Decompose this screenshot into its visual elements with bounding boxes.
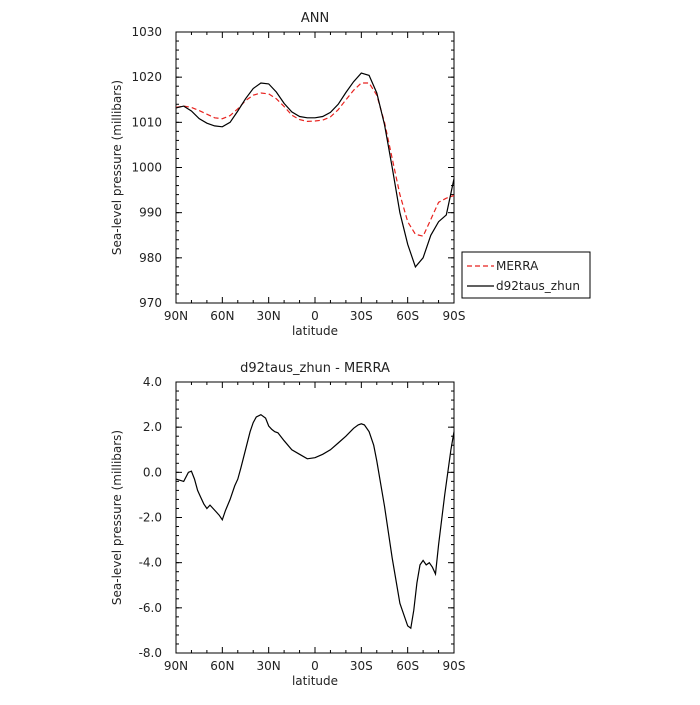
x-tick-label: 30S	[350, 309, 373, 323]
panel-2	[175, 381, 455, 654]
x-tick-label: 90S	[443, 309, 466, 323]
y-tick-label: 4.0	[143, 375, 162, 389]
panel-1	[175, 31, 591, 304]
y-tick-label: 980	[139, 251, 162, 265]
chart-title: ANN	[301, 11, 329, 26]
y-tick-label: 1020	[131, 70, 162, 84]
y-tick-label: -6.0	[139, 601, 162, 615]
series-line-merra	[175, 82, 455, 237]
x-tick-label: 60S	[396, 659, 419, 673]
y-axis-label: Sea-level pressure (millibars)	[110, 80, 124, 255]
y-tick-label: 1030	[131, 25, 162, 39]
x-tick-label: 90S	[443, 659, 466, 673]
y-tick-label: 2.0	[143, 420, 162, 434]
x-tick-label: 0	[311, 659, 319, 673]
y-tick-label: 0.0	[143, 465, 162, 479]
y-tick-label: 1010	[131, 115, 162, 129]
x-tick-label: 60S	[396, 309, 419, 323]
legend-box	[461, 251, 591, 299]
y-tick-label: 990	[139, 206, 162, 220]
y-axis-label: Sea-level pressure (millibars)	[110, 430, 124, 605]
x-tick-label: 30N	[257, 659, 281, 673]
y-tick-label: 970	[139, 296, 162, 310]
y-tick-label: -2.0	[139, 511, 162, 525]
series-line-1	[175, 414, 455, 630]
x-tick-label: 90N	[164, 309, 188, 323]
x-tick-label: 0	[311, 309, 319, 323]
x-tick-label: 60N	[210, 309, 234, 323]
x-tick-label: 30N	[257, 309, 281, 323]
x-tick-label: 30S	[350, 659, 373, 673]
series-line-d92taus_zhun	[175, 72, 455, 269]
chart-title: d92taus_zhun - MERRA	[240, 361, 390, 376]
plot-frame	[175, 31, 455, 304]
x-axis-label: latitude	[292, 324, 338, 338]
y-tick-label: -8.0	[139, 646, 162, 660]
x-tick-label: 60N	[210, 659, 234, 673]
legend-entry: MERRA	[496, 259, 539, 273]
y-tick-label: 1000	[131, 161, 162, 175]
x-tick-label: 90N	[164, 659, 188, 673]
legend-entry: d92taus_zhun	[496, 279, 580, 293]
plot-frame	[175, 381, 455, 654]
y-tick-label: -4.0	[139, 556, 162, 570]
x-axis-label: latitude	[292, 674, 338, 688]
